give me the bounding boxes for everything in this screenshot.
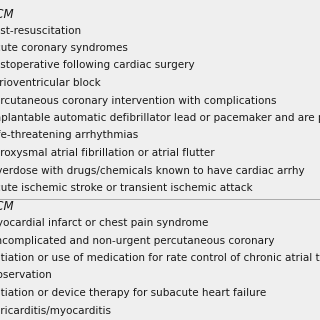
Text: Acute ischemic stroke or transient ischemic attack: Acute ischemic stroke or transient ische… [0, 183, 252, 193]
Text: Myocardial infarct or chest pain syndrome: Myocardial infarct or chest pain syndrom… [0, 218, 208, 228]
Text: Initiation or use of medication for rate control of chronic atrial ta: Initiation or use of medication for rate… [0, 253, 320, 263]
Text: Uncomplicated and non-urgent percutaneous coronary: Uncomplicated and non-urgent percutaneou… [0, 236, 275, 245]
Text: Initiation or device therapy for subacute heart failure: Initiation or device therapy for subacut… [0, 288, 266, 298]
Text: Implantable automatic defibrillator lead or pacemaker and are p: Implantable automatic defibrillator lead… [0, 113, 320, 123]
Text: Paroxysmal atrial fibrillation or atrial flutter: Paroxysmal atrial fibrillation or atrial… [0, 148, 215, 158]
Text: Post-resuscitation: Post-resuscitation [0, 26, 81, 36]
Text: Postoperative following cardiac surgery: Postoperative following cardiac surgery [0, 60, 195, 70]
Text: Acute coronary syndromes: Acute coronary syndromes [0, 43, 128, 53]
Text: Pericarditis/myocarditis: Pericarditis/myocarditis [0, 306, 111, 316]
Text: CCM: CCM [0, 201, 15, 213]
Text: Life-threatening arrhythmias: Life-threatening arrhythmias [0, 131, 138, 140]
Text: Observation: Observation [0, 270, 52, 281]
Text: CCM: CCM [0, 8, 15, 21]
Text: Overdose with drugs/chemicals known to have cardiac arrhy: Overdose with drugs/chemicals known to h… [0, 165, 305, 175]
Text: Atrioventricular block: Atrioventricular block [0, 78, 101, 88]
Text: Percutaneous coronary intervention with complications: Percutaneous coronary intervention with … [0, 95, 276, 106]
